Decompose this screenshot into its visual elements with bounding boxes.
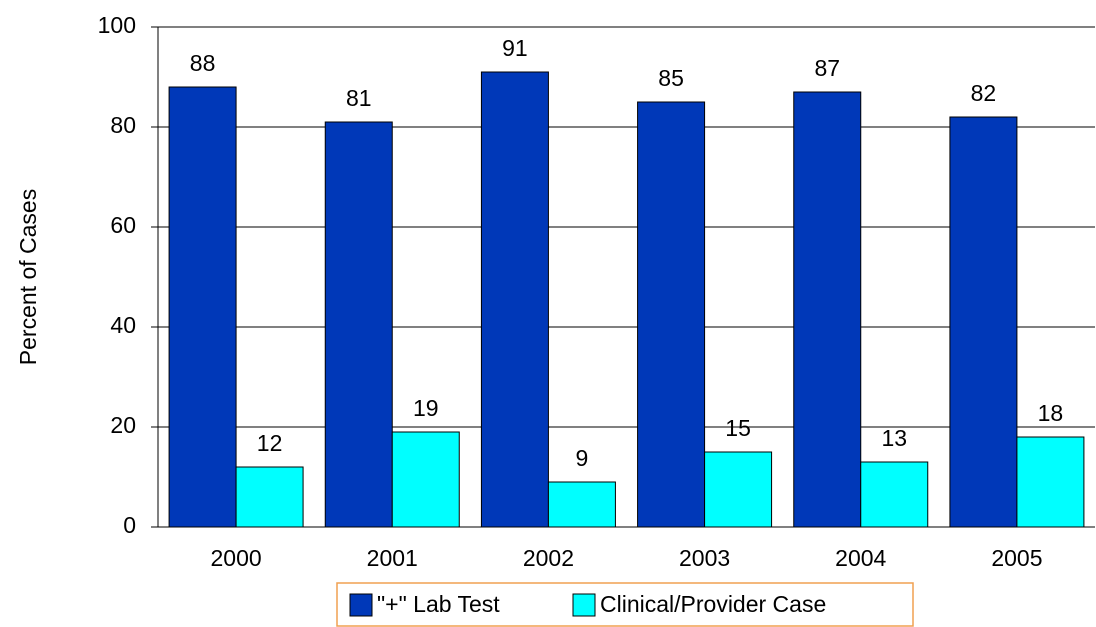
bar [793, 91, 862, 528]
legend-label: "+" Lab Test [377, 591, 500, 617]
y-tick-label: 0 [123, 512, 136, 538]
y-tick-label: 20 [110, 412, 136, 438]
bar [235, 466, 304, 528]
legend-swatch [572, 593, 596, 617]
legend-label: Clinical/Provider Case [600, 591, 826, 617]
value-label: 19 [413, 395, 439, 421]
bar [168, 86, 237, 528]
bar [860, 461, 929, 528]
legend-box [336, 582, 914, 627]
value-label: 85 [658, 65, 684, 91]
x-tick-label: 2005 [991, 545, 1042, 571]
legend-swatch [349, 593, 373, 617]
value-label: 91 [502, 35, 528, 61]
value-label: 82 [971, 80, 997, 106]
value-label: 15 [725, 415, 751, 441]
y-tick-label: 100 [98, 12, 136, 38]
bar [949, 116, 1018, 528]
bar [391, 431, 460, 528]
value-label: 13 [881, 425, 907, 451]
x-tick-label: 2003 [679, 545, 730, 571]
x-tick-label: 2000 [210, 545, 261, 571]
value-label: 9 [576, 445, 589, 471]
y-tick-label: 60 [110, 212, 136, 238]
y-tick-label: 40 [110, 312, 136, 338]
bar [1016, 436, 1085, 528]
x-tick-label: 2001 [367, 545, 418, 571]
y-axis-label: Percent of Cases [15, 189, 41, 365]
bar [637, 101, 706, 528]
bar [704, 451, 773, 528]
bar [324, 121, 393, 528]
value-label: 81 [346, 85, 372, 111]
x-tick-label: 2004 [835, 545, 886, 571]
x-tick-label: 2002 [523, 545, 574, 571]
value-label: 12 [257, 430, 283, 456]
value-label: 88 [190, 50, 216, 76]
value-label: 18 [1038, 400, 1064, 426]
value-label: 87 [814, 55, 840, 81]
bar [480, 71, 549, 528]
bar [547, 481, 616, 528]
y-tick-label: 80 [110, 112, 136, 138]
